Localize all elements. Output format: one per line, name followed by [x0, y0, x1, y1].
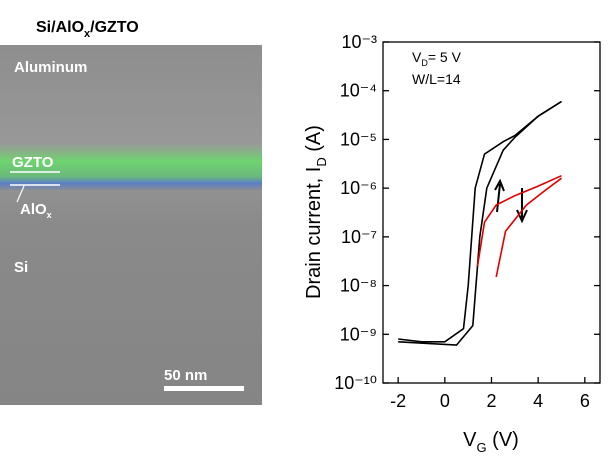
line: [476, 174, 562, 267]
line: [398, 100, 562, 343]
y-tick-label: 10⁻⁷: [341, 227, 377, 247]
annotation: W/L=14: [412, 71, 461, 87]
annotation: VD= 5 V: [412, 49, 462, 68]
y-tick-label: 10⁻⁵: [340, 129, 377, 149]
layer-label: AlOx: [20, 201, 52, 220]
x-tick-label: -2: [390, 391, 406, 411]
y-axis-label: Drain current, ID (A): [303, 125, 329, 299]
x-axis-label: VG (V): [463, 429, 519, 454]
image-title: Si/AlOx/GZTO: [36, 19, 139, 40]
line: [495, 177, 562, 278]
y-tick-label: 10⁻⁴: [340, 81, 377, 101]
y-tick-label: 10⁻¹⁰: [334, 373, 377, 393]
y-tick-label: 10⁻⁸: [340, 276, 377, 296]
x-tick-label: 4: [533, 391, 543, 411]
chart: VD= 5 V W/L=14 Drain current, ID (A) VG …: [303, 32, 601, 455]
x-tick-label: 2: [486, 391, 496, 411]
scale-label: 50 nm: [164, 367, 207, 384]
layer-label: GZTO: [12, 154, 54, 171]
line: [398, 100, 562, 346]
y-tick-label: 10⁻⁶: [340, 178, 377, 198]
layer-label: Aluminum: [14, 59, 87, 76]
layer-label: Si: [14, 259, 28, 276]
y-tick-label: 10⁻³: [341, 32, 377, 52]
micrograph: Si/AlOx/GZTO Aluminum GZTO Si AlOx 50 nm: [0, 19, 262, 405]
x-tick-label: 6: [580, 391, 590, 411]
y-tick-label: 10⁻⁹: [340, 324, 377, 344]
x-tick-label: 0: [440, 391, 450, 411]
